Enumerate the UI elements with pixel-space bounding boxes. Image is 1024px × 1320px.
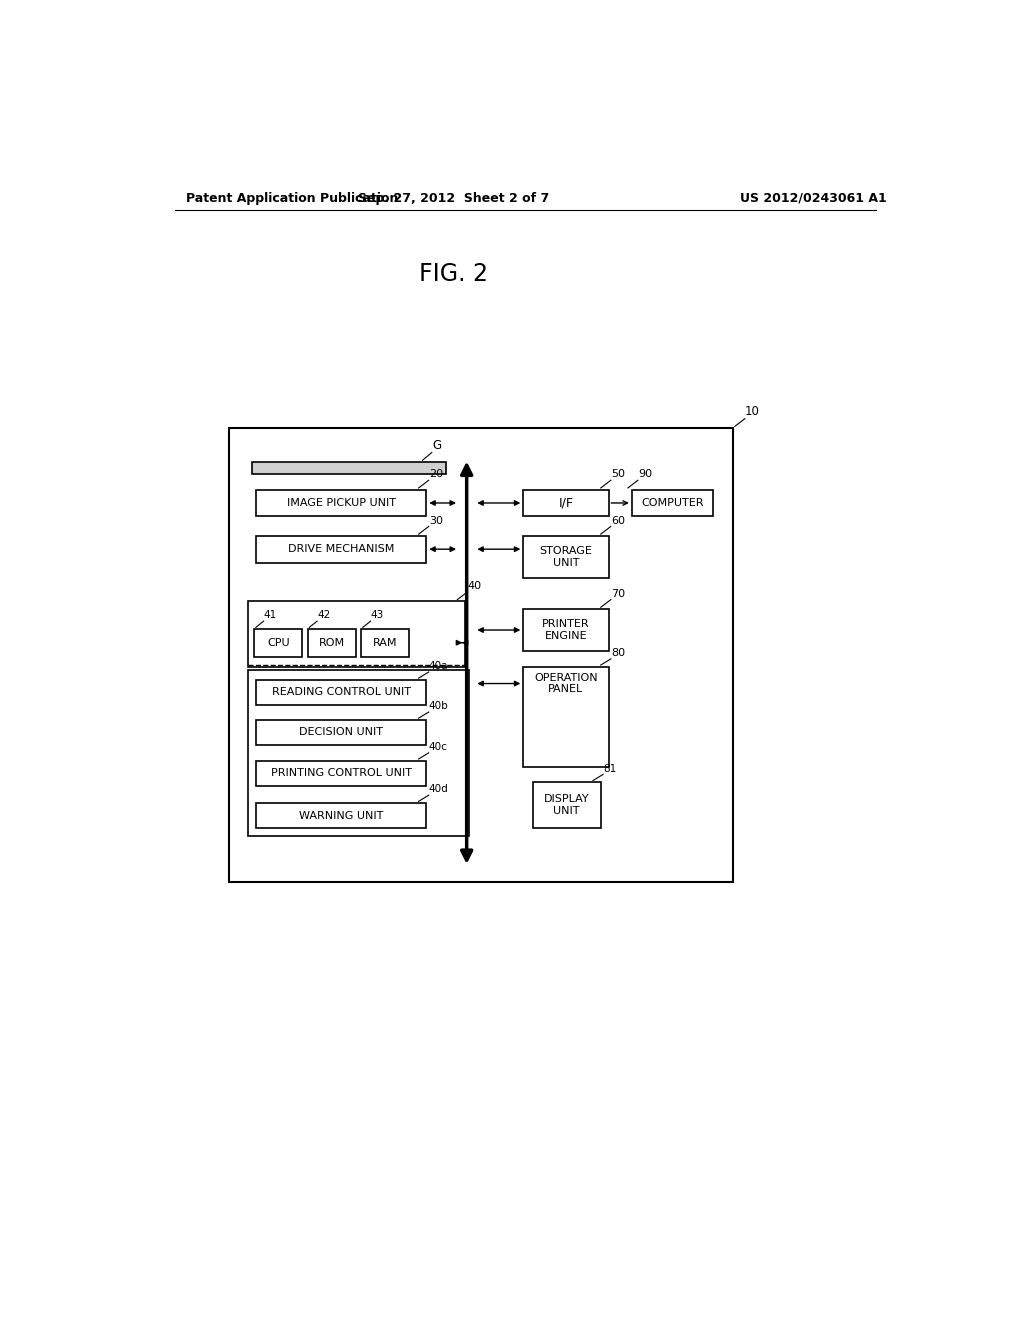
Bar <box>228 428 732 882</box>
Text: 40a: 40a <box>429 661 449 671</box>
Text: PRINTER
ENGINE: PRINTER ENGINE <box>542 619 590 640</box>
Text: CPU: CPU <box>267 638 290 648</box>
Text: WARNING UNIT: WARNING UNIT <box>299 810 383 821</box>
Text: DISPLAY
UNIT: DISPLAY UNIT <box>544 795 590 816</box>
Bar <box>256 490 426 516</box>
Text: FIG. 2: FIG. 2 <box>419 261 488 286</box>
Bar <box>523 667 608 767</box>
Text: 40d: 40d <box>429 784 449 795</box>
Bar <box>252 462 445 474</box>
Text: DECISION UNIT: DECISION UNIT <box>299 727 383 738</box>
Bar <box>523 536 608 578</box>
Text: 40: 40 <box>467 581 481 591</box>
Text: I/F: I/F <box>558 496 573 510</box>
Text: 40c: 40c <box>429 742 447 752</box>
Text: 10: 10 <box>744 405 760 418</box>
Text: ROM: ROM <box>318 638 345 648</box>
Bar <box>248 671 469 836</box>
Text: OPERATION
PANEL: OPERATION PANEL <box>535 673 598 694</box>
Text: US 2012/0243061 A1: US 2012/0243061 A1 <box>740 191 887 205</box>
Text: 90: 90 <box>638 470 652 479</box>
Bar <box>361 628 410 656</box>
Bar <box>308 628 356 656</box>
Text: 30: 30 <box>429 516 442 525</box>
Text: 40b: 40b <box>429 701 449 711</box>
Bar <box>632 490 713 516</box>
Text: 81: 81 <box>603 764 616 774</box>
Bar <box>254 628 302 656</box>
Text: 60: 60 <box>611 516 625 525</box>
Text: RAM: RAM <box>373 638 397 648</box>
Bar <box>256 536 426 562</box>
Bar <box>256 803 426 829</box>
Text: IMAGE PICKUP UNIT: IMAGE PICKUP UNIT <box>287 498 395 508</box>
Text: G: G <box>432 438 441 451</box>
Bar <box>256 760 426 785</box>
Text: 50: 50 <box>611 470 625 479</box>
Text: 80: 80 <box>611 648 625 659</box>
Text: Patent Application Publication: Patent Application Publication <box>186 191 398 205</box>
Bar <box>256 719 426 744</box>
Text: 70: 70 <box>611 589 625 599</box>
Text: COMPUTER: COMPUTER <box>641 498 703 508</box>
Bar <box>256 680 426 705</box>
Text: PRINTING CONTROL UNIT: PRINTING CONTROL UNIT <box>270 768 412 779</box>
Text: READING CONTROL UNIT: READING CONTROL UNIT <box>271 688 411 697</box>
Text: DRIVE MECHANISM: DRIVE MECHANISM <box>288 544 394 554</box>
Text: 41: 41 <box>263 610 276 620</box>
Bar <box>532 781 601 829</box>
Text: Sep. 27, 2012  Sheet 2 of 7: Sep. 27, 2012 Sheet 2 of 7 <box>357 191 549 205</box>
Text: STORAGE
UNIT: STORAGE UNIT <box>540 546 592 568</box>
Text: 42: 42 <box>317 610 331 620</box>
Bar <box>523 609 608 651</box>
Bar <box>523 490 608 516</box>
Bar <box>248 601 465 667</box>
Text: 20: 20 <box>429 470 442 479</box>
Text: 43: 43 <box>371 610 384 620</box>
